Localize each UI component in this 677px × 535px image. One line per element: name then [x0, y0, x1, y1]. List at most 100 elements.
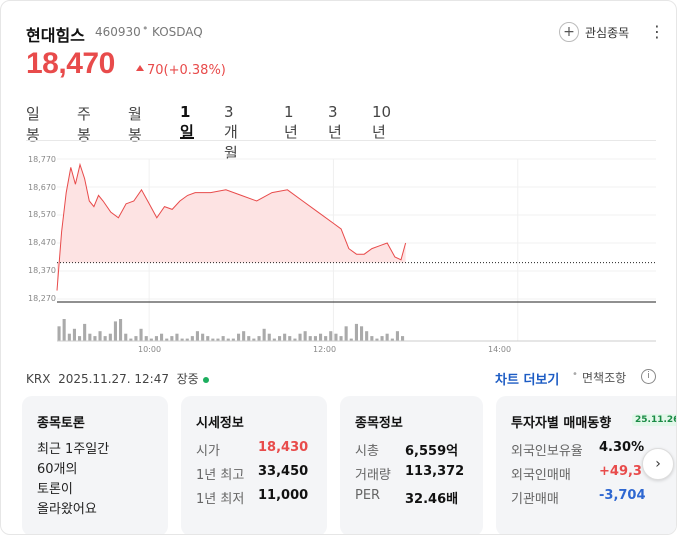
volume-bar [93, 336, 97, 341]
volume-bar [88, 333, 92, 341]
y-tick-label: 18,470 [28, 238, 56, 247]
info-row: 시총 6,559억 [355, 440, 458, 459]
volume-bar [124, 333, 128, 341]
discussion-card[interactable]: 종목토론 최근 1주일간 60개의 토론이 올라왔어요 [22, 396, 168, 534]
volume-bar [324, 336, 328, 341]
discussion-line: 60개의 [37, 462, 78, 477]
volume-bar [78, 336, 82, 341]
tab-daily[interactable]: 일봉 [26, 105, 40, 144]
volume-bar [349, 338, 353, 341]
volume-bar [313, 336, 317, 341]
volume-bar [288, 336, 292, 341]
live-dot-icon [202, 376, 209, 383]
volume-bar [175, 333, 179, 341]
volume-bar [154, 336, 158, 341]
volume-bar [242, 331, 246, 341]
volume-bar [98, 331, 102, 341]
stock-name[interactable]: 현대힘스 [26, 26, 85, 45]
row-key: 외국인보유율 [511, 444, 583, 459]
volume-bar [57, 326, 61, 341]
y-tick-label: 18,370 [28, 266, 56, 275]
tab-weekly[interactable]: 주봉 [77, 105, 91, 144]
tab-1day[interactable]: 1일 [180, 103, 194, 141]
volume-bar [319, 333, 323, 341]
discussion-line: 토론이 [37, 482, 73, 497]
stock-code: 460930 [95, 25, 141, 39]
next-cards-button[interactable]: › [642, 448, 674, 480]
volume-bar [221, 336, 225, 341]
favorite-label: 관심종목 [585, 25, 630, 40]
volume-bar [119, 319, 123, 341]
investor-trend-card[interactable]: 투자자별 매매동향 25.11.26 외국인보유율 4.30% 외국인매매 +4… [496, 396, 676, 534]
info-row: 외국인보유율 4.30% [511, 440, 644, 459]
volume-bar [339, 336, 343, 341]
row-value: 113,372 [405, 464, 465, 479]
discussion-summary: 최근 1주일간 60개의 토론이 올라왔어요 [37, 440, 109, 520]
volume-bar [247, 336, 251, 341]
chart-more-link[interactable]: 차트 더보기 [495, 373, 560, 388]
volume-bar [390, 338, 394, 341]
intraday-chart[interactable] [1, 1, 677, 346]
volume-bar [360, 326, 364, 341]
tab-monthly[interactable]: 월봉 [128, 105, 142, 144]
volume-bar [195, 331, 199, 341]
tab-divider [26, 140, 656, 141]
volume-bar [370, 336, 374, 341]
row-key: 시가 [196, 444, 220, 459]
volume-bar [298, 333, 302, 341]
volume-bar [144, 336, 148, 341]
discussion-line: 최근 1주일간 [37, 442, 110, 457]
volume-bar [293, 338, 297, 341]
disclaimer-link[interactable]: 면책조항 [582, 371, 627, 385]
info-row: 외국인매매 +49,3 [511, 464, 642, 483]
row-key: 기관매매 [511, 492, 559, 507]
card-title: 종목정보 [355, 416, 403, 431]
volume-bar [72, 328, 76, 341]
y-tick-label: 18,670 [28, 183, 56, 192]
row-value: 6,559억 [405, 444, 459, 459]
volume-bar [303, 331, 307, 341]
row-key: 시총 [355, 444, 379, 459]
volume-bar [170, 336, 174, 341]
volume-bar [160, 333, 164, 341]
row-value: 11,000 [258, 488, 309, 503]
price-line [56, 162, 407, 291]
up-triangle-icon [136, 65, 144, 71]
add-favorite-button[interactable]: + 관심종목 [559, 21, 629, 43]
volume-bar [190, 336, 194, 341]
exchange-label: KRX [26, 372, 51, 386]
tab-1year[interactable]: 1년 [284, 103, 298, 141]
volume-bar [149, 338, 153, 341]
volume-bar [113, 321, 117, 341]
stock-info-card[interactable]: 종목정보 시총 6,559억 거래량 113,372 PER 32.46배 [340, 396, 483, 534]
info-icon[interactable]: i [641, 369, 656, 384]
y-tick-label: 18,570 [28, 210, 56, 219]
volume-bar [267, 333, 271, 341]
volume-bar [272, 338, 276, 341]
volume-bar [354, 323, 358, 341]
card-title: 투자자별 매매동향 [511, 416, 612, 431]
tab-10years[interactable]: 10년 [372, 103, 392, 141]
volume-bar [216, 338, 220, 341]
row-value: +49,3 [599, 464, 642, 479]
volume-bar [83, 323, 87, 341]
volume-bar [329, 331, 333, 341]
plus-icon: + [559, 22, 579, 42]
chevron-right-icon: › [655, 456, 661, 472]
market-price-card[interactable]: 시세정보 시가 18,430 1년 최고 33,450 1년 최저 11,000 [181, 396, 327, 534]
volume-bar [385, 333, 389, 341]
row-value: 4.30% [599, 440, 645, 455]
row-key: 1년 최저 [196, 492, 245, 507]
row-key: 외국인매매 [511, 468, 571, 483]
volume-bar [365, 331, 369, 341]
row-key: 1년 최고 [196, 468, 245, 483]
tab-3years[interactable]: 3년 [328, 103, 342, 141]
volume-bar [67, 333, 71, 341]
tab-3months[interactable]: 3개월 [224, 103, 238, 162]
row-key: 거래량 [355, 468, 391, 483]
volume-bar [344, 326, 348, 341]
current-price: 18,470 [26, 47, 115, 80]
volume-bar [252, 338, 256, 341]
row-value: 18,430 [258, 440, 309, 455]
